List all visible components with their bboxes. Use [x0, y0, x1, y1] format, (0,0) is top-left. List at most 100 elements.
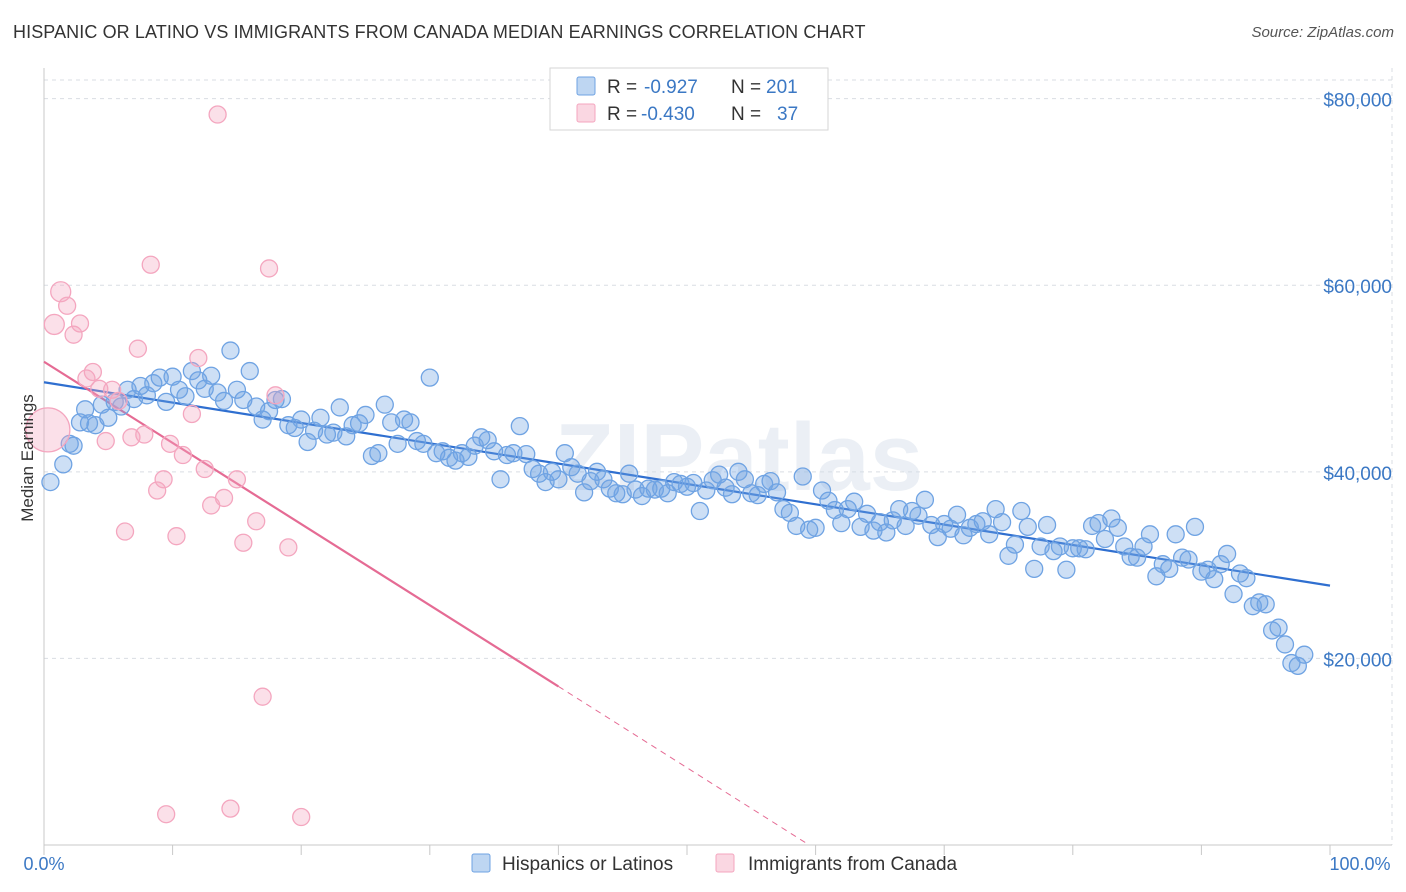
point-hispanic-31: [240, 361, 259, 381]
point-canada-33: [259, 259, 279, 278]
point-canada-5: [70, 314, 90, 333]
point-hispanic-29: [227, 380, 247, 399]
point-hispanic-91: [626, 480, 645, 499]
point-canada-26: [208, 105, 227, 124]
legend-n-value-hispanic: 201: [766, 77, 798, 98]
y-tick-label-1: $40,000: [1323, 464, 1392, 485]
point-hispanic-96: [658, 484, 677, 503]
point-hispanic-169: [1127, 548, 1147, 567]
point-hispanic-112: [761, 472, 780, 491]
point-canada-36: [292, 807, 311, 827]
point-hispanic-160: [1070, 539, 1089, 558]
point-canada-28: [221, 799, 240, 818]
point-hispanic-49: [356, 405, 375, 425]
bottom-legend-swatch-hispanic: [471, 853, 491, 873]
point-hispanic-17: [150, 368, 169, 387]
point-hispanic-6: [79, 414, 99, 433]
trend-line-canada: [43, 360, 559, 688]
point-hispanic-178: [1185, 517, 1205, 537]
legend-swatch-canada: [576, 103, 596, 123]
point-hispanic-158: [1057, 560, 1076, 579]
point-hispanic-152: [1018, 517, 1037, 537]
point-canada-1: [43, 313, 65, 336]
point-hispanic-110: [748, 486, 767, 505]
point-hispanic-175: [1166, 525, 1185, 544]
point-hispanic-51: [369, 444, 388, 463]
point-canada-22: [182, 404, 202, 424]
point-hispanic-58: [414, 434, 433, 453]
point-hispanic-184: [1224, 584, 1243, 604]
point-hispanic-146: [980, 525, 999, 544]
point-hispanic-119: [806, 518, 825, 537]
point-hispanic-182: [1211, 555, 1230, 574]
point-hispanic-171: [1140, 525, 1160, 544]
point-canada-7: [83, 362, 103, 382]
legend-swatch-hispanic: [576, 76, 596, 96]
point-hispanic-177: [1179, 550, 1198, 569]
point-hispanic-78: [542, 462, 562, 481]
y-tick-label-3: $80,000: [1323, 91, 1392, 112]
point-hispanic-166: [1108, 518, 1127, 537]
point-hispanic-45: [330, 398, 349, 417]
point-hispanic-189: [1256, 595, 1275, 614]
point-hispanic-102: [697, 481, 716, 500]
point-hispanic-59: [420, 368, 439, 387]
point-hispanic-164: [1095, 529, 1115, 549]
point-hispanic-192: [1275, 635, 1295, 654]
point-hispanic-83: [574, 483, 594, 502]
point-hispanic-195: [1295, 645, 1314, 664]
trend-line-hispanic: [43, 381, 1331, 587]
point-canada-21: [173, 445, 193, 465]
point-hispanic-107: [729, 462, 748, 481]
x-tick-label-0: 0.0%: [23, 854, 64, 874]
point-canada-35: [279, 538, 298, 557]
point-canada-17: [148, 481, 167, 500]
point-canada-30: [234, 533, 253, 552]
point-canada-29: [227, 470, 247, 489]
point-hispanic-65: [459, 447, 478, 467]
point-hispanic-46: [337, 427, 356, 446]
point-canada-14: [128, 339, 148, 358]
trend-lines: [43, 360, 1331, 846]
point-hispanic-56: [401, 413, 420, 432]
point-canada-24: [195, 459, 214, 479]
point-hispanic-86: [594, 470, 613, 489]
point-hispanic-43: [317, 425, 337, 444]
point-hispanic-79: [549, 470, 568, 489]
point-hispanic-47: [343, 416, 362, 435]
point-hispanic-155: [1037, 515, 1057, 535]
point-hispanic-40: [298, 432, 317, 452]
point-canada-23: [189, 348, 208, 368]
point-hispanic-88: [607, 484, 626, 503]
point-hispanic-142: [954, 526, 973, 545]
point-hispanic-90: [619, 464, 639, 483]
point-canada-12: [115, 522, 135, 541]
point-hispanic-117: [793, 467, 812, 486]
point-hispanic-151: [1012, 501, 1031, 521]
tick-labels: $20,000 $40,000 $60,000 $80,000 0.0% 100.0%: [23, 91, 1392, 874]
point-hispanic-9: [99, 408, 118, 427]
point-canada-32: [253, 687, 272, 706]
point-hispanic-118: [800, 520, 819, 539]
point-canada-31: [247, 512, 266, 531]
legend-n-label-hispanic: N =: [731, 77, 761, 98]
point-hispanic-148: [992, 513, 1012, 532]
point-canada-10: [103, 380, 122, 399]
point-hispanic-52: [375, 395, 394, 414]
chart-source: Source: ZipAtlas.com: [1251, 24, 1394, 41]
point-hispanic-85: [587, 462, 607, 481]
point-hispanic-135: [909, 506, 928, 525]
point-hispanic-174: [1160, 559, 1179, 579]
point-hispanic-72: [504, 444, 523, 463]
y-tick-label-2: $60,000: [1323, 277, 1392, 298]
correlation-legend: R = -0.927 N = 201 R = -0.430 N = 37: [549, 67, 829, 131]
point-hispanic-186: [1237, 569, 1256, 588]
legend-n-value-canada: 37: [777, 104, 798, 125]
point-canada-18: [154, 470, 173, 489]
point-canada-4: [64, 325, 83, 344]
point-hispanic-191: [1269, 618, 1288, 637]
axes: [43, 68, 1392, 855]
point-hispanic-1: [54, 455, 73, 474]
y-axis-label: Median Earnings: [18, 394, 37, 522]
legend-r-value-hispanic: -0.927: [644, 77, 698, 98]
